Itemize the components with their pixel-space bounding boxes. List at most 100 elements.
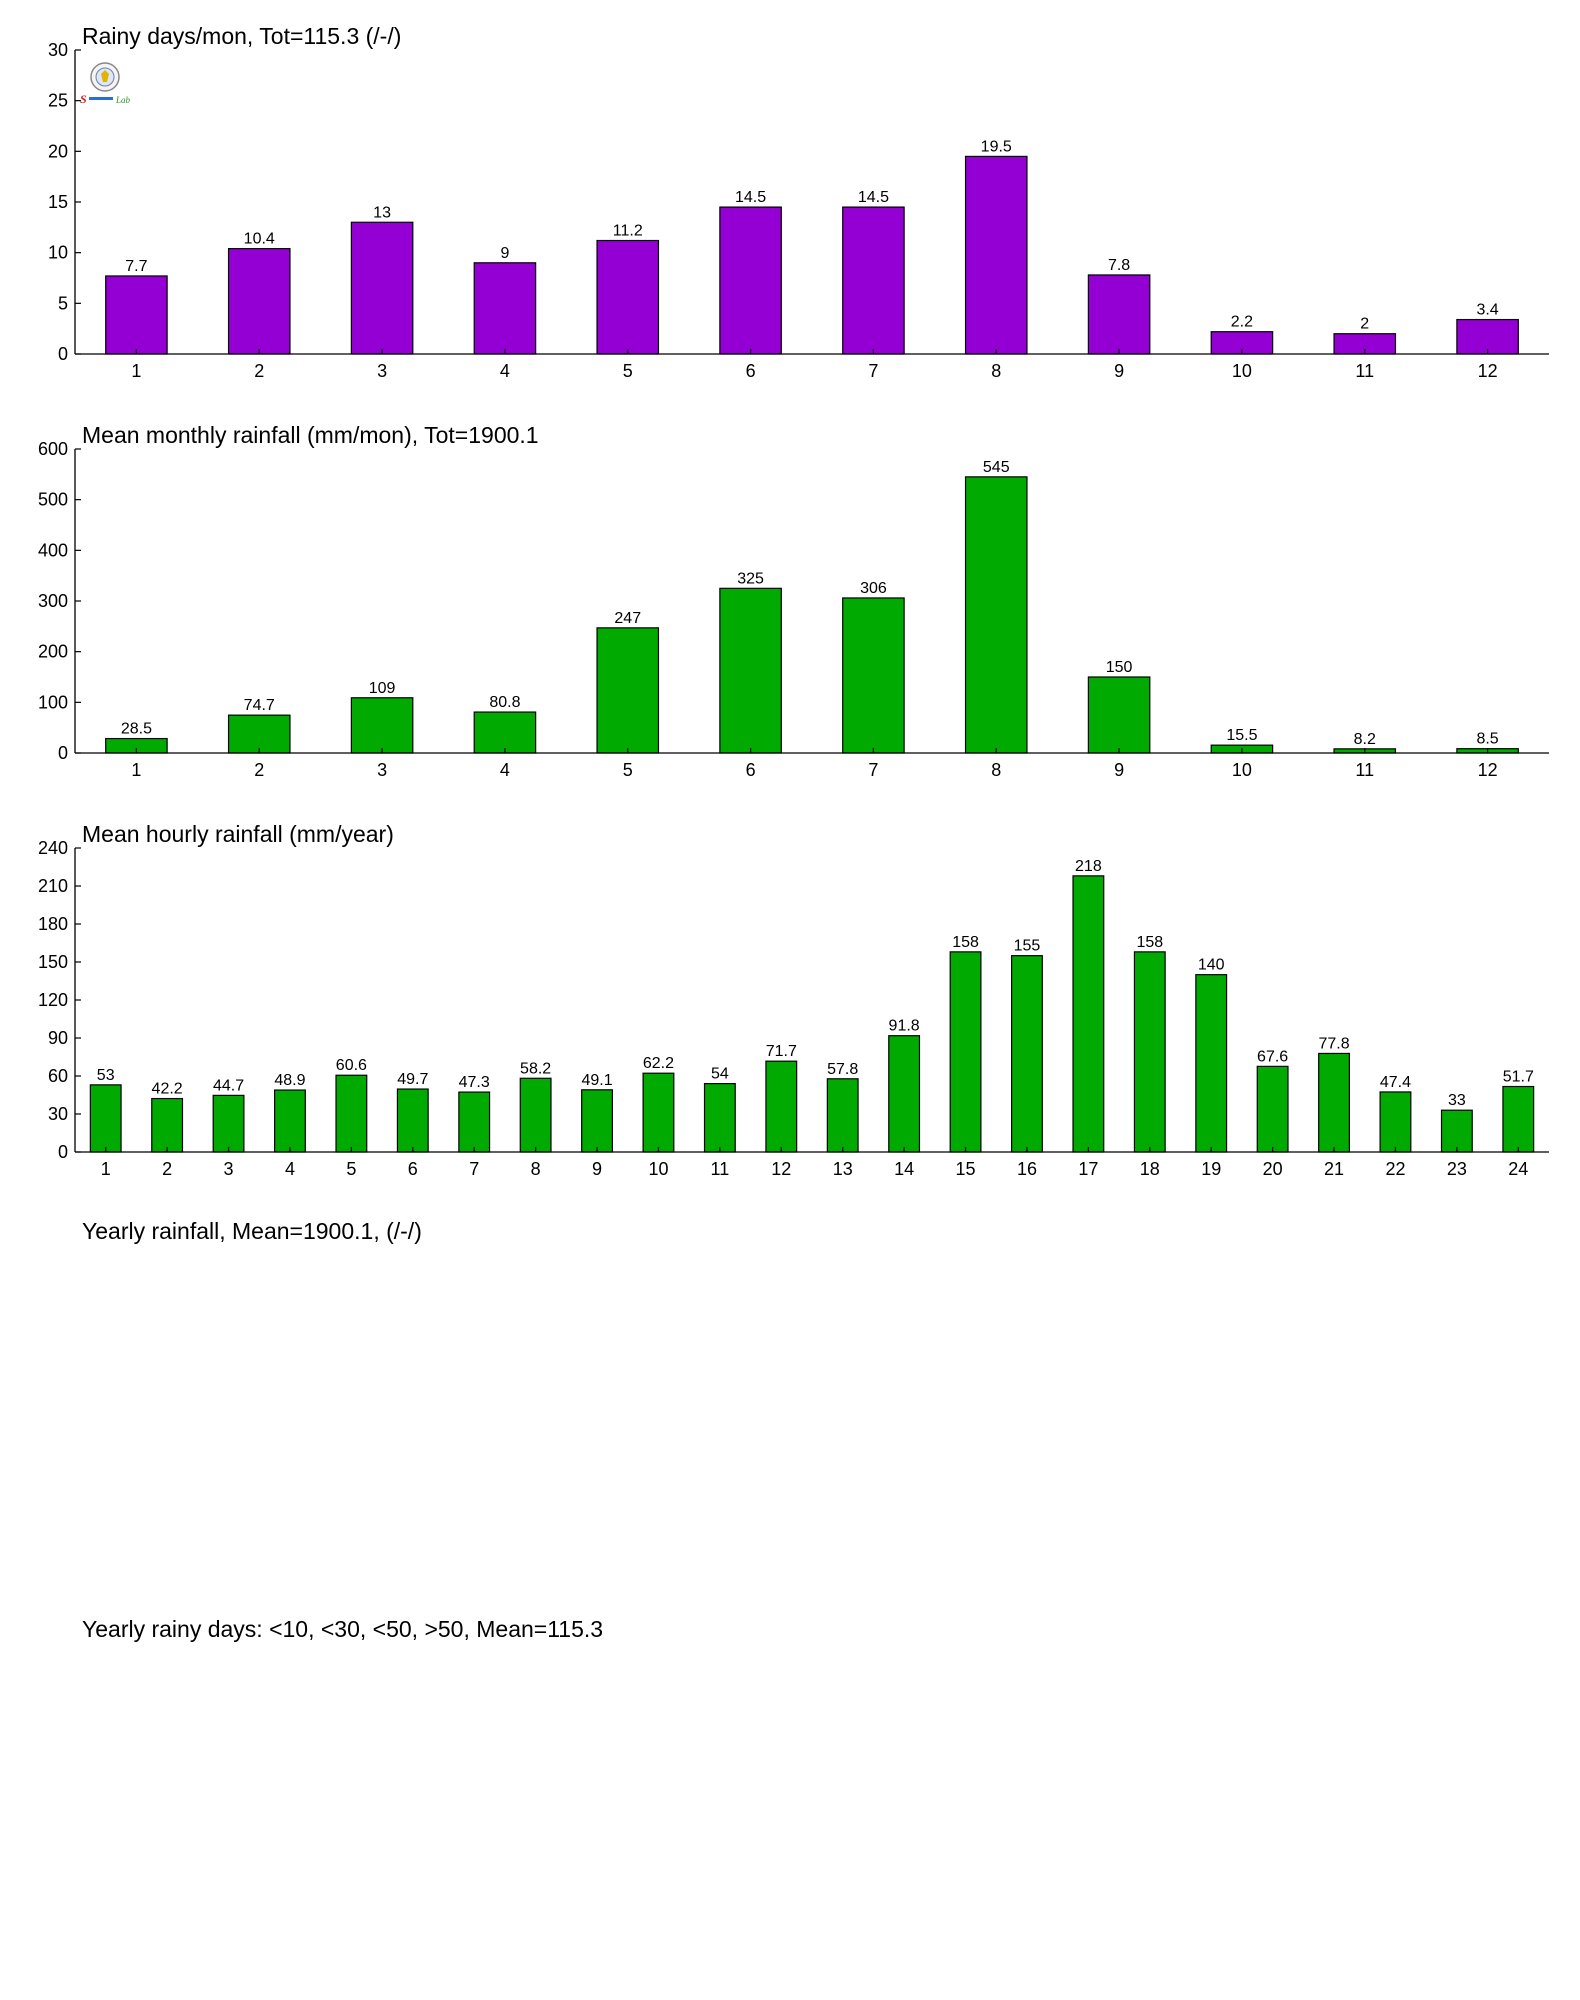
data-label: 7.8 (1108, 257, 1130, 274)
bar (458, 1091, 491, 1153)
y-tick-label: 210 (38, 876, 68, 896)
y-tick-label: 400 (38, 540, 68, 560)
bar (350, 221, 414, 355)
data-label: 2.2 (1231, 314, 1253, 331)
data-label: 67.6 (1257, 1048, 1288, 1065)
chart-2: Mean monthly rainfall (mm/mon), Tot=1900… (38, 422, 1549, 780)
yearly-rainy-days-title: Yearly rainy days: <10, <30, <50, >50, M… (82, 1616, 604, 1642)
data-label: 47.4 (1380, 1074, 1411, 1091)
chart-1: Rainy days/mon, Tot=115.3 (/-/)7.710.413… (48, 23, 1549, 381)
x-tick-label: 19 (1201, 1159, 1221, 1179)
chart-title: Mean hourly rainfall (mm/year) (82, 821, 394, 847)
data-label: 60.6 (336, 1057, 367, 1074)
data-label: 77.8 (1318, 1035, 1349, 1052)
y-tick-label: 120 (38, 990, 68, 1010)
bar (212, 1094, 245, 1153)
yearly-rainfall-title: Yearly rainfall, Mean=1900.1, (/-/) (82, 1218, 422, 1244)
y-tick-label: 15 (48, 192, 68, 212)
data-label: 325 (737, 570, 764, 587)
chart-title: Mean monthly rainfall (mm/mon), Tot=1900… (82, 422, 539, 448)
x-tick-label: 14 (894, 1159, 914, 1179)
station-logo-icon: S Lab (80, 62, 131, 106)
x-tick-label: 21 (1324, 1159, 1344, 1179)
x-tick-label: 7 (469, 1159, 479, 1179)
data-label: 11.2 (613, 223, 643, 240)
data-label: 8.5 (1476, 731, 1498, 748)
y-tick-label: 300 (38, 591, 68, 611)
x-tick-label: 3 (224, 1159, 234, 1179)
bar (335, 1074, 368, 1153)
x-tick-label: 8 (531, 1159, 541, 1179)
bar (1256, 1065, 1289, 1153)
bar (765, 1060, 798, 1153)
x-tick-label: 5 (346, 1159, 356, 1179)
data-label: 49.1 (581, 1072, 612, 1089)
data-label: 47.3 (459, 1074, 490, 1091)
data-label: 74.7 (244, 697, 275, 714)
y-tick-label: 30 (48, 40, 68, 60)
bar (227, 714, 291, 754)
bar (1010, 955, 1043, 1153)
x-tick-label: 12 (1478, 760, 1498, 780)
x-tick-label: 6 (746, 361, 756, 381)
x-tick-label: 4 (500, 760, 510, 780)
data-label: 150 (1106, 659, 1133, 676)
data-label: 158 (952, 934, 979, 951)
x-tick-label: 9 (1114, 760, 1124, 780)
bar (1456, 318, 1519, 355)
y-tick-label: 0 (58, 344, 68, 364)
bar (826, 1078, 859, 1153)
data-label: 13 (373, 204, 391, 221)
y-tick-label: 600 (38, 439, 68, 459)
bar (703, 1082, 736, 1153)
bar (350, 697, 414, 754)
x-tick-label: 22 (1385, 1159, 1405, 1179)
bar (1087, 676, 1151, 754)
y-tick-label: 5 (58, 293, 68, 313)
y-tick-label: 500 (38, 490, 68, 510)
x-tick-label: 3 (377, 760, 387, 780)
bar (888, 1035, 921, 1153)
x-tick-label: 7 (868, 760, 878, 780)
data-label: 44.7 (213, 1077, 244, 1094)
bar (964, 155, 1028, 355)
data-label: 158 (1136, 934, 1163, 951)
bar (274, 1089, 306, 1153)
x-tick-label: 10 (1232, 760, 1252, 780)
bar (473, 262, 537, 355)
bar (949, 951, 982, 1153)
x-tick-label: 15 (956, 1159, 976, 1179)
data-label: 71.7 (766, 1043, 797, 1060)
x-tick-label: 8 (991, 361, 1001, 381)
bar (719, 587, 782, 754)
y-tick-label: 180 (38, 914, 68, 934)
bar (89, 1084, 122, 1153)
data-label: 14.5 (735, 189, 766, 206)
x-tick-label: 5 (623, 361, 633, 381)
y-tick-label: 90 (48, 1028, 68, 1048)
x-tick-label: 18 (1140, 1159, 1160, 1179)
data-label: 28.5 (121, 721, 152, 738)
x-tick-label: 11 (711, 1159, 730, 1179)
bar (842, 206, 905, 355)
y-tick-label: 20 (48, 141, 68, 161)
chart-3: Mean hourly rainfall (mm/year) 5 3 42.2 44.7… (38, 821, 1549, 1179)
bar (105, 275, 168, 355)
data-label: 247 (614, 610, 641, 627)
data-label: 306 (860, 580, 887, 597)
bar (1195, 974, 1228, 1153)
svg-text:Lab: Lab (115, 95, 131, 105)
y-tick-label: 150 (38, 952, 68, 972)
y-tick-label: 240 (38, 838, 68, 858)
x-tick-label: 2 (162, 1159, 172, 1179)
data-label: 42.2 (152, 1081, 183, 1098)
bar (1318, 1052, 1350, 1153)
data-label: 218 (1075, 858, 1102, 875)
data-label: 2 (1360, 316, 1369, 333)
y-tick-label: 30 (48, 1104, 68, 1124)
bar (1440, 1109, 1473, 1153)
bar (719, 206, 782, 355)
bar (964, 476, 1028, 754)
x-tick-label: 7 (868, 361, 878, 381)
x-tick-label: 2 (254, 760, 264, 780)
